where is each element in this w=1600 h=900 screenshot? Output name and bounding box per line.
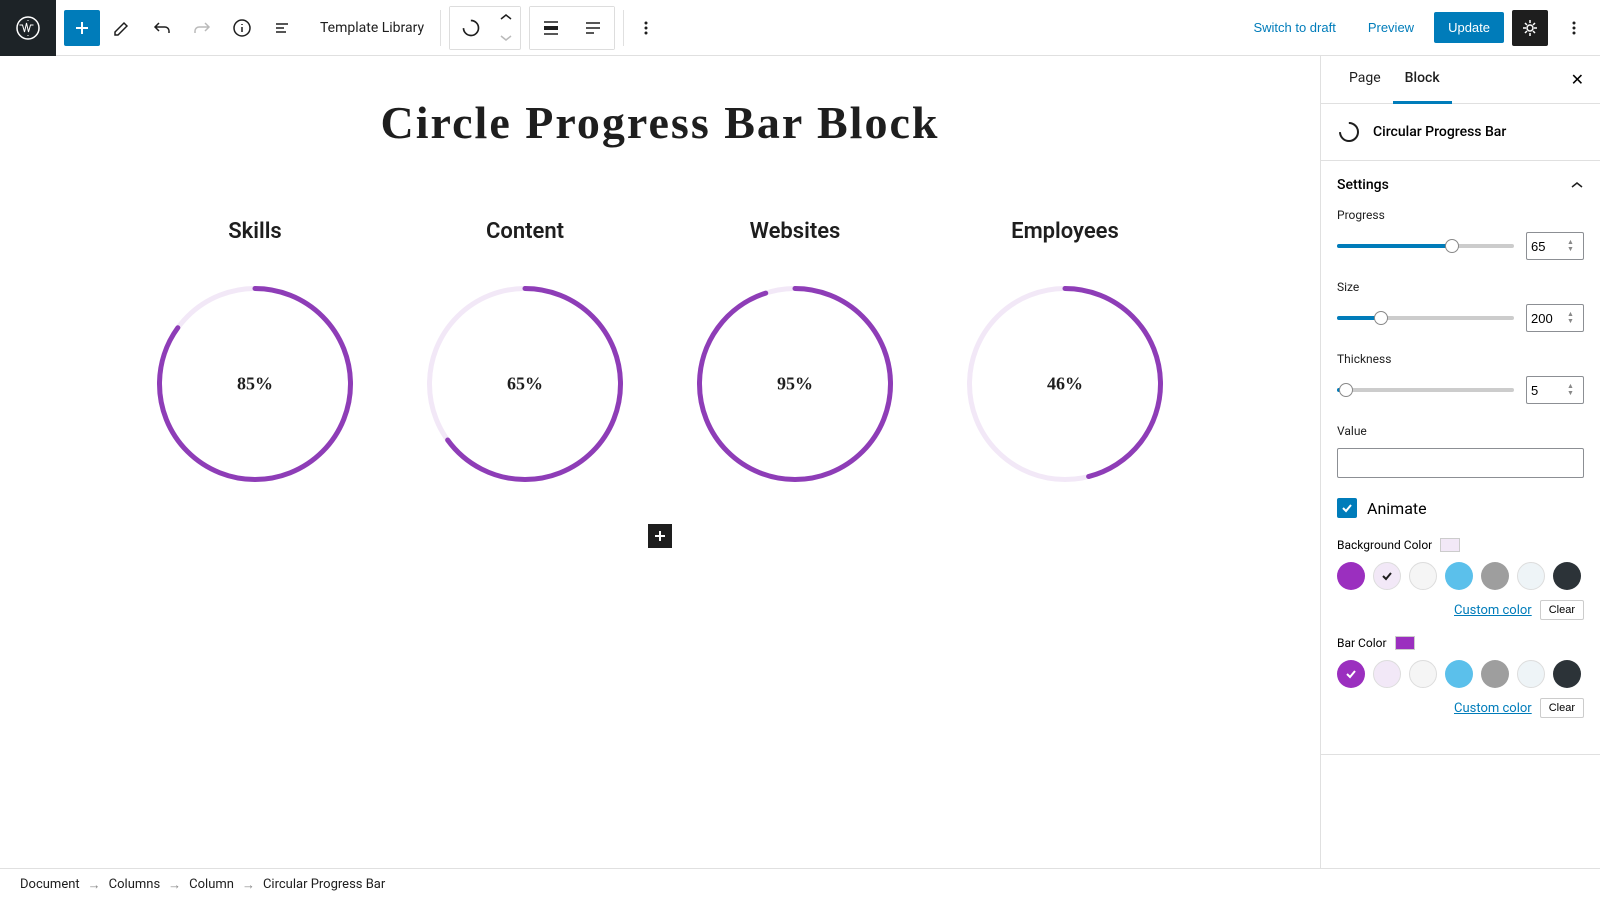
bar-custom-color-link[interactable]: Custom color [1454,701,1532,716]
topbar-actions: Switch to draft Preview Update [1241,10,1600,46]
tab-page[interactable]: Page [1337,56,1393,104]
value-input[interactable] [1337,448,1584,478]
block-name: Circular Progress Bar [1373,124,1506,140]
size-slider[interactable] [1337,316,1514,320]
color-swatch[interactable] [1553,562,1581,590]
size-input[interactable]: ▲▼ [1526,304,1584,332]
breadcrumb: Document → Columns → Column → Circular Progres… [0,868,1600,900]
circle-progress-item[interactable]: Websites 95% [695,219,895,484]
move-up-icon[interactable] [492,7,520,28]
bg-clear-button[interactable]: Clear [1540,600,1584,620]
animate-label: Animate [1367,499,1427,518]
move-down-icon[interactable] [492,28,520,49]
breadcrumb-item[interactable]: Column [189,877,234,892]
color-swatch[interactable] [1373,660,1401,688]
color-swatch[interactable] [1373,562,1401,590]
value-label: Value [1337,424,1584,438]
add-block-button[interactable] [64,10,100,46]
color-swatch[interactable] [1409,562,1437,590]
circle-percent: 65% [507,374,543,395]
breadcrumb-item[interactable]: Columns [109,877,161,892]
undo-button[interactable] [144,10,180,46]
progress-input[interactable]: ▲▼ [1526,232,1584,260]
block-toolbar [449,6,521,50]
color-swatch[interactable] [1481,660,1509,688]
block-type-icon[interactable] [450,7,492,49]
bar-color-section: Bar Color Custom color Clear [1337,636,1584,718]
settings-panel-header[interactable]: Settings [1321,161,1600,208]
color-swatch[interactable] [1337,660,1365,688]
color-swatch[interactable] [1409,660,1437,688]
circle-progress-item[interactable]: Skills 85% [155,219,355,484]
more-menu-icon[interactable] [1556,10,1592,46]
bg-color-preview [1440,538,1460,552]
breadcrumb-separator: → [88,877,101,893]
circle-percent: 46% [1047,374,1083,395]
settings-panel-title: Settings [1337,177,1389,193]
bg-color-section: Background Color Custom color Clear [1337,538,1584,620]
preview-button[interactable]: Preview [1356,12,1426,43]
circle-label: Content [425,219,625,244]
breadcrumb-separator: → [168,877,181,893]
color-swatch[interactable] [1445,660,1473,688]
circle-progress-item[interactable]: Content 65% [425,219,625,484]
editor-canvas[interactable]: Circle Progress Bar Block Skills 85% Con… [0,56,1320,868]
circle-progress-item[interactable]: Employees 46% [965,219,1165,484]
chevron-up-icon [1570,175,1584,194]
bar-clear-button[interactable]: Clear [1540,698,1584,718]
color-swatch[interactable] [1517,562,1545,590]
wordpress-logo[interactable] [0,0,56,56]
top-toolbar: Template Library Switch to draft Preview… [0,0,1600,56]
list-view-icon[interactable] [264,10,300,46]
circular-progress-icon [1337,120,1361,144]
template-library-label[interactable]: Template Library [308,20,436,36]
settings-gear-icon[interactable] [1512,10,1548,46]
bar-color-preview [1395,636,1415,650]
circle-label: Employees [965,219,1165,244]
progress-slider[interactable] [1337,244,1514,248]
circle-percent: 85% [237,374,273,395]
sidebar-tabs: Page Block ✕ [1321,56,1600,104]
info-icon[interactable] [224,10,260,46]
more-options-icon[interactable] [628,10,664,46]
close-sidebar-icon[interactable]: ✕ [1571,70,1584,89]
breadcrumb-item[interactable]: Document [20,877,80,892]
size-label: Size [1337,280,1584,294]
page-title[interactable]: Circle Progress Bar Block [60,96,1260,149]
bg-color-label: Background Color [1337,538,1432,552]
bg-custom-color-link[interactable]: Custom color [1454,603,1532,618]
circle-label: Skills [155,219,355,244]
edit-icon[interactable] [104,10,140,46]
redo-button[interactable] [184,10,220,46]
switch-to-draft-button[interactable]: Switch to draft [1241,12,1347,43]
align-text-icon[interactable] [572,7,614,49]
bar-color-label: Bar Color [1337,636,1387,650]
thickness-slider[interactable] [1337,388,1514,392]
settings-sidebar: Page Block ✕ Circular Progress Bar Setti… [1320,56,1600,868]
color-swatch[interactable] [1445,562,1473,590]
update-button[interactable]: Update [1434,12,1504,43]
circle-percent: 95% [777,374,813,395]
progress-label: Progress [1337,208,1584,222]
color-swatch[interactable] [1517,660,1545,688]
thickness-label: Thickness [1337,352,1584,366]
circles-row: Skills 85% Content 65% Websites 95% Empl… [130,219,1190,484]
color-swatch[interactable] [1553,660,1581,688]
circle-label: Websites [695,219,895,244]
inline-add-block-button[interactable] [648,524,672,548]
color-swatch[interactable] [1481,562,1509,590]
breadcrumb-separator: → [242,877,255,893]
align-full-icon[interactable] [530,7,572,49]
color-swatch[interactable] [1337,562,1365,590]
animate-checkbox[interactable] [1337,498,1357,518]
breadcrumb-item[interactable]: Circular Progress Bar [263,877,385,892]
thickness-input[interactable]: ▲▼ [1526,376,1584,404]
tab-block[interactable]: Block [1393,56,1452,104]
block-header: Circular Progress Bar [1321,104,1600,161]
